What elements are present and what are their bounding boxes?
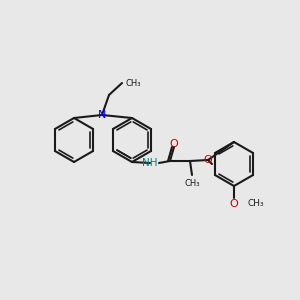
Text: CH₃: CH₃	[184, 178, 200, 188]
Text: O: O	[230, 199, 238, 209]
Text: CH₃: CH₃	[248, 200, 265, 208]
Text: O: O	[169, 139, 178, 149]
Text: NH: NH	[142, 158, 158, 168]
Text: O: O	[204, 155, 212, 165]
Text: N: N	[98, 110, 106, 120]
Text: CH₃: CH₃	[125, 79, 140, 88]
